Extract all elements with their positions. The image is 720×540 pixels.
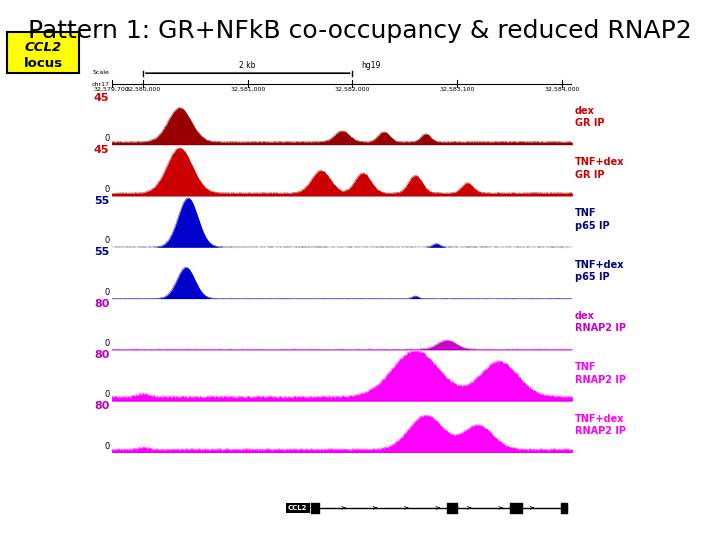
Text: 0: 0	[104, 442, 109, 450]
Text: dex
RNAP2 IP: dex RNAP2 IP	[575, 311, 626, 334]
Text: CCL2: CCL2	[288, 505, 307, 511]
Text: hg19: hg19	[361, 61, 380, 70]
Text: 45: 45	[94, 93, 109, 104]
Text: 0: 0	[104, 288, 109, 296]
Text: 0: 0	[104, 185, 109, 194]
Text: 32,579,700: 32,579,700	[94, 86, 130, 91]
Text: locus: locus	[24, 57, 63, 71]
Text: 32,583,100: 32,583,100	[439, 86, 475, 91]
Text: 0: 0	[104, 237, 109, 245]
Text: TNF
p65 IP: TNF p65 IP	[575, 208, 609, 231]
Text: 32,580,000: 32,580,000	[125, 86, 161, 91]
Text: chr17: chr17	[91, 82, 109, 87]
Text: 32,584,000: 32,584,000	[544, 86, 580, 91]
Text: TNF+dex
p65 IP: TNF+dex p65 IP	[575, 260, 624, 282]
Text: 55: 55	[94, 247, 109, 258]
Text: TNF+dex
GR IP: TNF+dex GR IP	[575, 157, 624, 180]
Text: dex
GR IP: dex GR IP	[575, 106, 604, 129]
Text: TNF+dex
RNAP2 IP: TNF+dex RNAP2 IP	[575, 414, 626, 436]
Text: 80: 80	[94, 350, 109, 360]
Text: 45: 45	[94, 145, 109, 155]
Text: Pattern 1: GR+NFkB co-occupancy & reduced RNAP2: Pattern 1: GR+NFkB co-occupancy & reduce…	[28, 19, 692, 43]
Text: 0: 0	[104, 134, 109, 143]
Text: 0: 0	[104, 390, 109, 399]
Text: 32,581,000: 32,581,000	[230, 86, 266, 91]
Text: 0: 0	[104, 339, 109, 348]
Text: Scale: Scale	[92, 70, 109, 75]
Text: 32,582,000: 32,582,000	[335, 86, 370, 91]
Text: TNF
RNAP2 IP: TNF RNAP2 IP	[575, 362, 626, 385]
Text: 80: 80	[94, 401, 109, 411]
Text: 80: 80	[94, 299, 109, 309]
Text: 2 kb: 2 kb	[240, 61, 256, 70]
Text: 55: 55	[94, 196, 109, 206]
Text: CCL2: CCL2	[24, 41, 62, 55]
